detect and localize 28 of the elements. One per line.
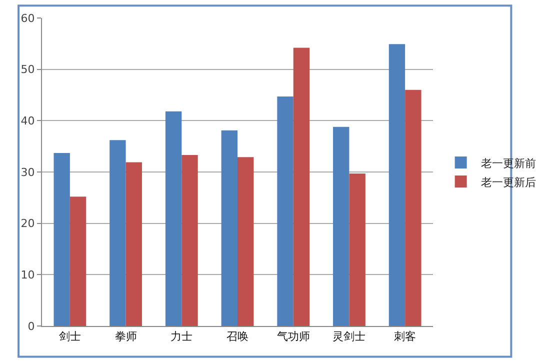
bar <box>70 196 86 326</box>
bar <box>221 130 238 326</box>
bar <box>110 140 126 326</box>
bar <box>182 155 198 326</box>
y-tick-label: 0 <box>28 320 35 333</box>
bar <box>126 162 142 326</box>
bar <box>333 126 350 326</box>
y-tick-label: 10 <box>20 268 35 282</box>
x-tick-label: 剑士 <box>58 330 81 344</box>
bar <box>238 157 254 326</box>
bar <box>349 174 366 326</box>
x-tick-label: 灵剑士 <box>332 330 366 344</box>
y-tick-label: 40 <box>20 114 35 128</box>
bar <box>54 153 70 326</box>
x-tick-label: 拳师 <box>114 330 137 344</box>
y-tick-label: 30 <box>20 166 35 179</box>
x-tick-label: 气功师 <box>276 330 310 344</box>
y-tick-label: 60 <box>20 12 35 25</box>
bar <box>165 111 182 326</box>
x-tick-label: 刺客 <box>394 330 416 344</box>
bar <box>405 90 422 326</box>
y-tick-label: 20 <box>20 217 35 230</box>
x-tick-label: 力士 <box>170 330 193 344</box>
bar <box>277 96 294 326</box>
bar <box>388 44 406 326</box>
x-tick-label: 召唤 <box>226 330 248 344</box>
y-tick-label: 50 <box>20 63 35 76</box>
bar <box>293 48 310 326</box>
